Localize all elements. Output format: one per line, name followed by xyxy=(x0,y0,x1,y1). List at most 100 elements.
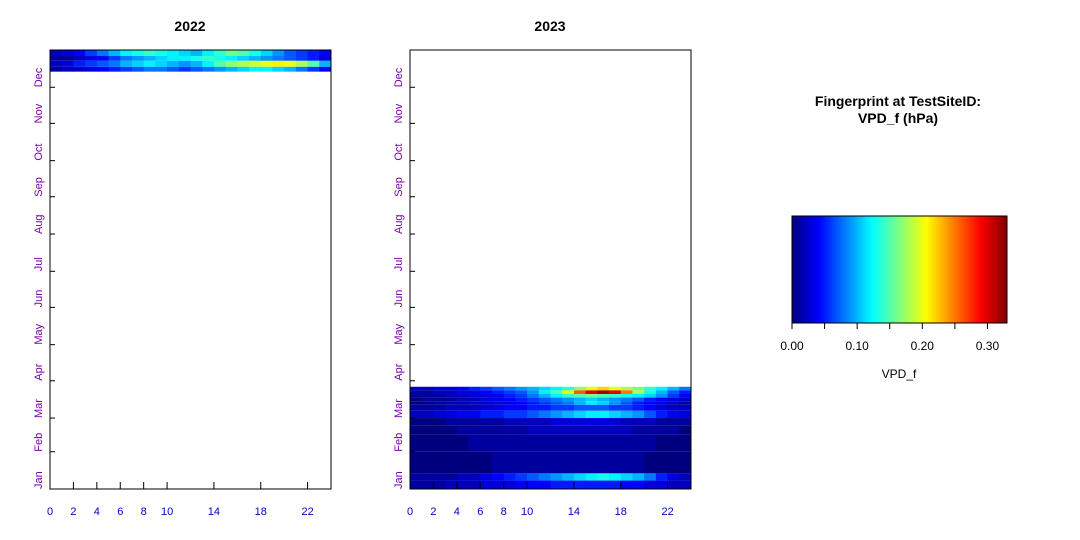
heatmap-cell xyxy=(527,404,540,411)
heatmap-cell xyxy=(131,50,145,57)
heatmap-cell xyxy=(61,50,74,57)
heatmap-cell xyxy=(644,425,657,435)
heatmap-cell xyxy=(272,56,285,61)
heatmap-cell xyxy=(307,56,320,61)
month-tick-label: Feb xyxy=(33,433,45,452)
heatmap-cell xyxy=(667,393,680,398)
heatmap-cell xyxy=(433,404,446,411)
heatmap-cell xyxy=(421,386,434,391)
heatmap-cell xyxy=(120,60,133,67)
heatmap-cell xyxy=(295,56,308,61)
heatmap-cell xyxy=(295,66,308,72)
heatmap-cell xyxy=(433,473,446,481)
heatmap-cell xyxy=(178,50,191,57)
heatmap-cell xyxy=(550,386,563,391)
heatmap-cell xyxy=(620,473,633,481)
heatmap-cell xyxy=(562,401,575,405)
heatmap-cell xyxy=(655,393,668,398)
heatmap-cell xyxy=(667,473,680,481)
heatmap-cell xyxy=(131,56,145,61)
heatmap-cell xyxy=(491,473,505,481)
heatmap-cell xyxy=(120,66,133,72)
heatmap-cell xyxy=(609,410,622,419)
heatmap-cell xyxy=(202,50,215,57)
heatmap-cell xyxy=(73,66,86,72)
heatmap-cell xyxy=(468,404,481,411)
heatmap-cells-2022 xyxy=(50,50,332,72)
heatmap-cell xyxy=(620,434,633,452)
heatmap-cell xyxy=(249,60,262,67)
heatmap-cell xyxy=(667,451,680,474)
heatmap-cell xyxy=(550,418,563,426)
heatmap-cell xyxy=(632,404,645,411)
heatmap-cell xyxy=(468,401,481,405)
heatmap-cell xyxy=(644,404,657,411)
heatmap-cell xyxy=(585,401,598,405)
colorbar-tick-label: 0.00 xyxy=(780,339,804,353)
heatmap-cell xyxy=(667,410,680,419)
heatmap-cell xyxy=(515,418,528,426)
heatmap-cell xyxy=(50,50,63,57)
heatmap-cell xyxy=(527,390,540,394)
heatmap-cell xyxy=(445,404,458,411)
heatmap-cell xyxy=(61,60,74,67)
month-tick-label: Aug xyxy=(393,214,405,234)
hour-axis-2023: 0 2 4 6 8 10 14 18 22 xyxy=(407,482,674,518)
heatmap-cell xyxy=(143,50,156,57)
heatmap-cell xyxy=(515,393,528,398)
heatmap-cell xyxy=(202,56,215,61)
heatmap-cell xyxy=(573,434,587,452)
heatmap-cell xyxy=(456,451,469,474)
heatmap-cell xyxy=(445,410,458,419)
heatmap-cell xyxy=(61,66,74,72)
heatmap-cell xyxy=(620,410,633,419)
heatmap-cell xyxy=(456,410,469,419)
heatmap-cell xyxy=(585,390,598,394)
heatmap-cell xyxy=(503,401,516,405)
plot-frame-2023 xyxy=(409,49,692,490)
month-tick-label: Jul xyxy=(33,257,45,271)
heatmap-cell xyxy=(538,404,551,411)
heatmap-cell xyxy=(456,434,469,452)
heatmap-cell xyxy=(573,480,587,489)
heatmap-cell xyxy=(609,404,622,411)
heatmap-cell xyxy=(491,404,505,411)
heatmap-cell xyxy=(667,404,680,411)
heatmap-cell xyxy=(562,393,575,398)
heatmap-cell xyxy=(562,397,575,402)
heatmap-cell xyxy=(456,480,469,489)
heatmap-cell xyxy=(597,397,610,402)
heatmap-cell xyxy=(468,410,481,419)
heatmap-cell xyxy=(480,480,493,489)
heatmap-cell xyxy=(190,50,203,57)
heatmap-cell xyxy=(468,397,481,402)
heatmap-cell xyxy=(491,397,505,402)
heatmap-cell xyxy=(609,386,622,391)
hour-tick-label: 18 xyxy=(615,506,627,518)
heatmap-cell xyxy=(573,386,587,391)
heatmap-cell xyxy=(667,480,680,489)
heatmap-cell xyxy=(538,434,551,452)
heatmap-cell xyxy=(585,393,598,398)
heatmap-cell xyxy=(491,480,505,489)
heatmap-cell xyxy=(410,473,423,481)
heatmap-cell xyxy=(620,418,633,426)
heatmap-cell xyxy=(644,418,657,426)
heatmap-cell xyxy=(655,397,668,402)
heatmap-cell xyxy=(143,56,156,61)
heatmap-cell xyxy=(85,50,98,57)
heatmap-cell xyxy=(562,386,575,391)
heatmap-cell xyxy=(143,60,156,67)
heatmap-cell xyxy=(421,425,434,435)
plot-frame-2022 xyxy=(49,49,332,490)
heatmap-cell xyxy=(632,410,645,419)
heatmap-cell xyxy=(644,390,657,394)
heatmap-cell xyxy=(515,473,528,481)
heatmap-cell xyxy=(655,390,668,394)
heatmap-cell xyxy=(143,66,156,72)
colorbar-tick-label: 0.30 xyxy=(976,339,1000,353)
heatmap-cell xyxy=(480,404,493,411)
heatmap-cell xyxy=(515,425,528,435)
heatmap-cell xyxy=(538,401,551,405)
heatmap-cell xyxy=(480,434,493,452)
